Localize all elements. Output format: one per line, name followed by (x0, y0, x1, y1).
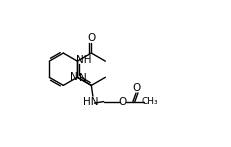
Text: N: N (79, 73, 87, 83)
Text: O: O (133, 83, 141, 93)
Text: N: N (70, 72, 77, 82)
Text: CH₃: CH₃ (142, 97, 158, 106)
Text: O: O (87, 33, 95, 43)
Text: NH: NH (76, 55, 91, 65)
Text: HN: HN (83, 97, 98, 107)
Text: O: O (119, 97, 127, 107)
